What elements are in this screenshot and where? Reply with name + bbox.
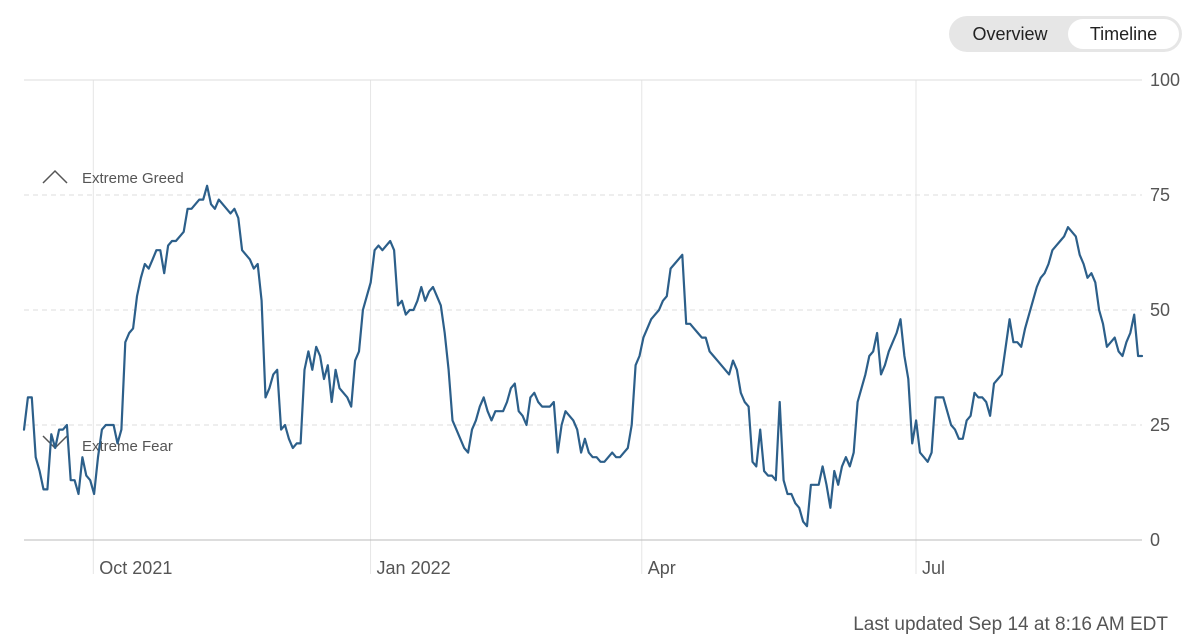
x-tick-label: Apr	[648, 558, 676, 578]
y-tick-label: 100	[1150, 70, 1180, 90]
toggle-timeline-button[interactable]: Timeline	[1068, 19, 1179, 49]
toggle-overview-button[interactable]: Overview	[972, 23, 1048, 44]
y-tick-label: 25	[1150, 415, 1170, 435]
extreme-fear-label: Extreme Fear	[82, 438, 173, 455]
series-line	[22, 184, 1144, 528]
x-tick-label: Jan 2022	[377, 558, 451, 578]
caret-up-icon	[42, 169, 68, 184]
x-tick-label: Jul	[922, 558, 945, 578]
last-updated-text: Last updated Sep 14 at 8:16 AM EDT	[853, 614, 1168, 635]
x-tick-label: Oct 2021	[99, 558, 172, 578]
y-tick-label: 50	[1150, 300, 1170, 320]
fear-greed-timeline-chart: 0 25 50 75 100 Oct 2021 Jan 2022 Apr Jul Extreme …	[22, 70, 1180, 578]
view-toggle: Overview Timeline	[949, 16, 1182, 52]
extreme-greed-label: Extreme Greed	[82, 170, 184, 187]
y-tick-label: 75	[1150, 185, 1170, 205]
y-tick-label: 0	[1150, 530, 1160, 550]
